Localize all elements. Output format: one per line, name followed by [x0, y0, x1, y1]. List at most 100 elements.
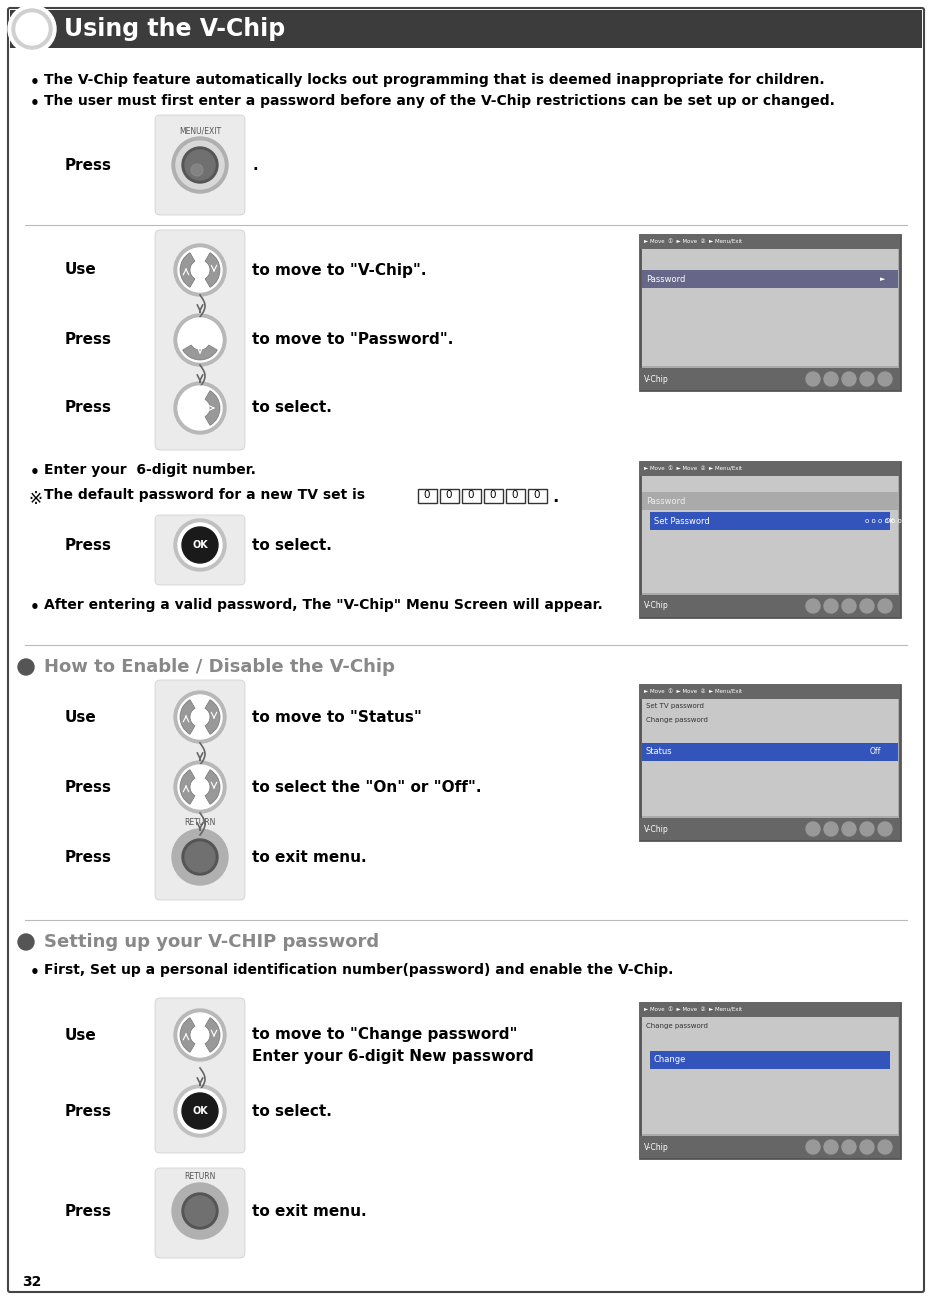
Circle shape [806, 599, 820, 613]
Text: After entering a valid password, The "V-Chip" Menu Screen will appear.: After entering a valid password, The "V-… [44, 598, 603, 612]
Polygon shape [10, 10, 360, 48]
Circle shape [185, 842, 215, 872]
Circle shape [860, 599, 874, 613]
Text: How to Enable / Disable the V-Chip: How to Enable / Disable the V-Chip [44, 658, 395, 676]
Text: ► Move  ①  ► Move  ②  ► Menu/Exit: ► Move ① ► Move ② ► Menu/Exit [644, 466, 742, 471]
Text: to move to "Password".: to move to "Password". [252, 333, 453, 347]
Circle shape [860, 372, 874, 386]
Text: Press: Press [65, 1104, 112, 1118]
Circle shape [824, 1141, 838, 1154]
Wedge shape [205, 390, 220, 425]
Text: Enter your  6-digit number.: Enter your 6-digit number. [44, 463, 256, 478]
Text: .: . [252, 158, 257, 172]
Text: Press: Press [65, 333, 112, 347]
Bar [640, 462, 900, 617]
Wedge shape [205, 253, 220, 287]
Text: RETURN: RETURN [185, 818, 215, 827]
Text: Setting up your V-CHIP password: Setting up your V-CHIP password [44, 933, 379, 951]
Text: Press: Press [65, 538, 112, 552]
Circle shape [172, 829, 228, 885]
Bar [640, 818, 900, 840]
Circle shape [842, 372, 856, 386]
Bar [640, 685, 900, 699]
Circle shape [824, 599, 838, 613]
Bar [640, 685, 900, 840]
Circle shape [191, 164, 203, 176]
Bar [642, 270, 898, 288]
Circle shape [182, 147, 218, 183]
Circle shape [12, 9, 52, 50]
Circle shape [174, 315, 226, 365]
Text: MENU/EXIT: MENU/EXIT [179, 127, 221, 134]
Circle shape [178, 696, 222, 739]
Text: •: • [30, 97, 40, 111]
Text: 0: 0 [512, 491, 518, 501]
Wedge shape [180, 253, 195, 287]
Circle shape [174, 761, 226, 813]
FancyBboxPatch shape [155, 115, 245, 215]
FancyBboxPatch shape [505, 488, 525, 502]
Circle shape [16, 13, 48, 44]
Circle shape [174, 382, 226, 435]
Bar [640, 235, 900, 249]
Circle shape [182, 527, 218, 562]
Wedge shape [205, 699, 220, 735]
Text: Password: Password [646, 274, 685, 283]
Circle shape [178, 1013, 222, 1057]
Text: Using the V-Chip: Using the V-Chip [64, 17, 285, 40]
Text: 0: 0 [468, 491, 474, 501]
Text: V-Chip: V-Chip [644, 1142, 669, 1151]
Circle shape [878, 1141, 892, 1154]
Circle shape [176, 141, 224, 189]
Wedge shape [205, 1018, 220, 1052]
Text: •: • [30, 600, 40, 615]
Bar [642, 686, 898, 816]
Text: to select.: to select. [252, 1104, 332, 1118]
Text: Set TV password: Set TV password [646, 703, 704, 709]
Circle shape [18, 934, 34, 950]
Circle shape [878, 822, 892, 837]
Bar [642, 1005, 898, 1134]
FancyBboxPatch shape [10, 10, 922, 48]
Circle shape [174, 1084, 226, 1137]
Circle shape [860, 1141, 874, 1154]
Text: Status: Status [646, 748, 673, 757]
Circle shape [878, 372, 892, 386]
Circle shape [182, 1094, 218, 1129]
FancyBboxPatch shape [155, 998, 245, 1154]
Bar [650, 1051, 890, 1069]
Circle shape [178, 386, 222, 431]
Text: to move to "Status": to move to "Status" [252, 710, 422, 724]
Text: OK: OK [192, 540, 208, 549]
Bar [640, 368, 900, 390]
Text: Use: Use [65, 1027, 97, 1043]
Circle shape [842, 599, 856, 613]
Text: Change: Change [654, 1056, 686, 1065]
FancyBboxPatch shape [155, 515, 245, 585]
Text: Press: Press [65, 779, 112, 795]
Circle shape [174, 692, 226, 743]
Text: o o o o o o: o o o o o o [865, 518, 902, 525]
Text: .: . [552, 488, 558, 506]
Bar [640, 1004, 900, 1017]
Text: Use: Use [65, 262, 97, 278]
Circle shape [172, 1184, 228, 1238]
Text: Use: Use [65, 710, 97, 724]
Text: Press: Press [65, 158, 112, 172]
FancyBboxPatch shape [440, 488, 459, 502]
Bar [642, 465, 898, 592]
Text: to move to "V-Chip".: to move to "V-Chip". [252, 262, 427, 278]
FancyBboxPatch shape [461, 488, 481, 502]
Text: V-Chip: V-Chip [644, 375, 669, 384]
Text: V-Chip: V-Chip [644, 602, 669, 611]
Text: to select.: to select. [252, 401, 332, 415]
Text: •: • [30, 964, 40, 980]
FancyBboxPatch shape [155, 230, 245, 450]
Bar [640, 595, 900, 617]
Text: to select.: to select. [252, 538, 332, 552]
Circle shape [842, 822, 856, 837]
Bar [640, 462, 900, 476]
FancyBboxPatch shape [528, 488, 546, 502]
Text: Change password: Change password [646, 716, 708, 723]
Text: 0: 0 [534, 491, 541, 501]
